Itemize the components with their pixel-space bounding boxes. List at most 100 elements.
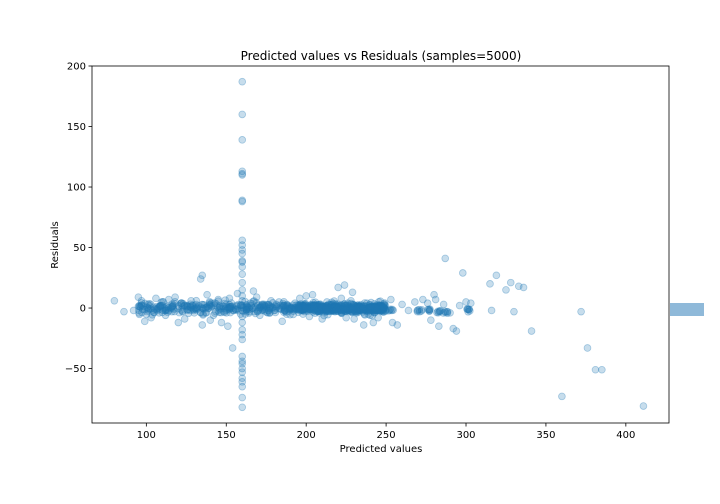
data-point	[238, 378, 247, 386]
data-point	[343, 299, 352, 307]
data-point	[312, 304, 320, 312]
data-point	[373, 303, 382, 312]
data-point	[374, 304, 383, 313]
data-point	[361, 302, 369, 311]
data-point	[164, 307, 173, 315]
data-point	[238, 257, 247, 265]
data-point	[238, 301, 247, 310]
data-point	[425, 305, 433, 314]
data-point	[207, 302, 216, 311]
data-point	[238, 312, 247, 321]
data-point	[361, 305, 370, 314]
data-point	[330, 305, 339, 313]
data-point	[347, 305, 356, 313]
data-point	[379, 302, 388, 311]
data-point	[327, 301, 336, 309]
y-tick-label: 0	[80, 304, 86, 315]
data-point	[307, 301, 315, 309]
data-point	[329, 302, 337, 311]
data-point	[393, 321, 402, 329]
data-point	[349, 306, 358, 314]
data-point	[260, 307, 269, 315]
data-point	[323, 304, 332, 313]
data-point	[377, 305, 386, 314]
x-tick-label: 350	[536, 430, 555, 441]
data-point	[285, 305, 294, 314]
data-point	[353, 308, 362, 317]
data-point	[362, 305, 371, 314]
data-point	[153, 305, 161, 314]
data-point	[326, 303, 334, 312]
data-point	[231, 305, 240, 313]
data-point	[350, 307, 359, 316]
data-point	[424, 305, 432, 314]
data-point	[298, 306, 307, 315]
data-point	[190, 306, 198, 315]
data-point	[264, 306, 273, 315]
data-point	[487, 306, 496, 315]
data-point	[366, 306, 375, 315]
data-point	[218, 302, 227, 310]
data-point	[439, 309, 448, 317]
data-point	[314, 303, 323, 312]
data-point	[417, 307, 426, 315]
data-point	[238, 403, 247, 412]
data-point	[204, 304, 213, 313]
data-point	[356, 305, 364, 314]
data-point	[375, 304, 384, 312]
data-point	[313, 303, 322, 312]
data-point	[238, 382, 247, 391]
data-point	[373, 304, 381, 313]
data-point	[299, 302, 308, 310]
data-point	[353, 303, 362, 311]
data-point	[317, 304, 326, 313]
data-point	[305, 305, 314, 314]
data-point	[419, 295, 427, 304]
data-point	[184, 309, 193, 318]
data-point	[238, 335, 247, 344]
data-point	[252, 298, 261, 307]
data-point	[389, 306, 397, 315]
data-point	[333, 304, 342, 312]
data-point	[238, 171, 247, 179]
data-point	[324, 303, 333, 312]
data-point	[353, 304, 361, 313]
data-point	[163, 308, 172, 317]
data-point	[295, 301, 303, 309]
data-point	[353, 301, 362, 310]
data-point	[186, 306, 194, 315]
data-point	[334, 283, 342, 292]
data-point	[357, 303, 366, 311]
data-point	[310, 304, 319, 313]
data-point	[341, 305, 350, 314]
data-point	[241, 303, 249, 312]
data-point	[443, 309, 452, 317]
data-point	[311, 298, 320, 306]
data-point	[321, 308, 330, 316]
chart-title: Predicted values vs Residuals (samples=5…	[241, 49, 522, 63]
data-point	[215, 303, 224, 312]
data-point	[333, 302, 341, 310]
data-point	[289, 310, 298, 319]
data-point	[168, 300, 176, 308]
data-point	[342, 305, 351, 314]
data-point	[352, 305, 361, 314]
data-point	[289, 307, 298, 315]
data-point	[368, 306, 377, 315]
data-point	[152, 294, 160, 303]
data-point	[335, 302, 344, 311]
data-point	[190, 309, 199, 317]
data-point	[378, 303, 387, 311]
data-point	[320, 305, 329, 314]
data-point	[305, 312, 314, 321]
data-point	[275, 304, 283, 313]
data-point	[258, 306, 266, 315]
data-point	[156, 302, 164, 311]
data-point	[370, 300, 379, 308]
data-point	[322, 304, 330, 313]
data-point	[299, 304, 307, 312]
data-point	[375, 303, 383, 312]
data-point	[316, 305, 324, 314]
data-point	[223, 305, 232, 314]
data-point	[167, 303, 176, 312]
